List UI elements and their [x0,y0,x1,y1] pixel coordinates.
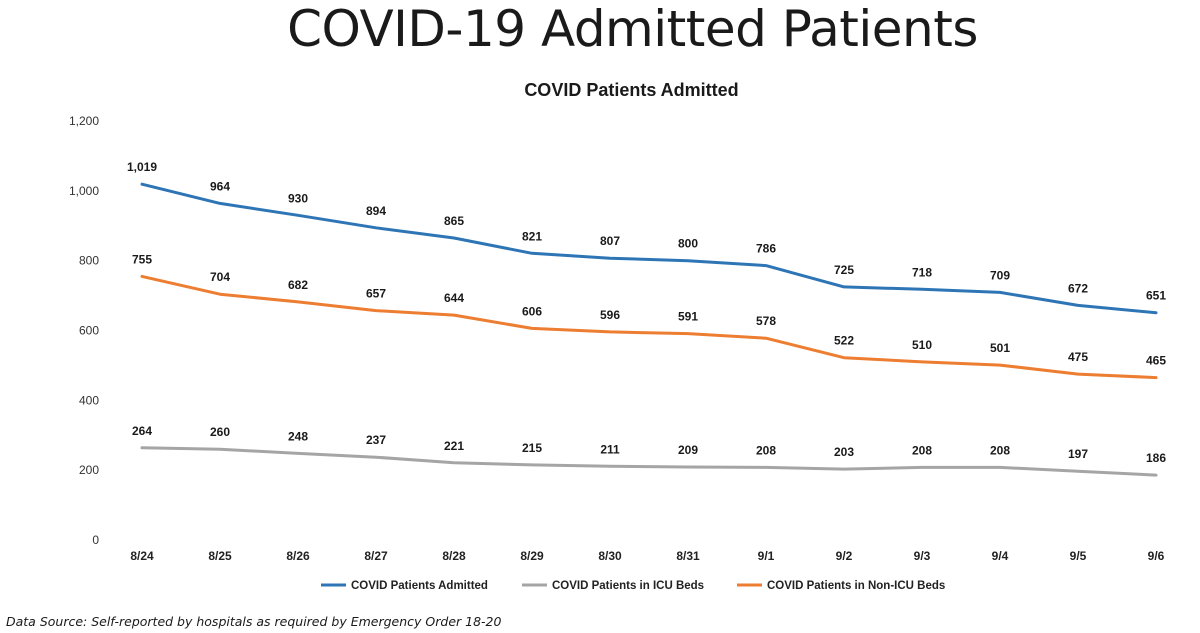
data-label: 644 [444,291,464,305]
x-tick-label: 9/1 [758,549,775,563]
x-tick-label: 8/26 [286,549,310,563]
data-label: 821 [522,229,542,243]
series-line-1 [140,182,1158,315]
line-chart: 0 200 400 600 800 1,000 1,200 8/24 8/25 8/26 8/27 8… [69,114,1166,592]
x-tick-label: 8/29 [520,549,544,563]
data-label: 1,019 [127,160,157,174]
y-tick-label: 800 [79,254,99,268]
data-label: 475 [1068,350,1088,364]
y-tick-label: 400 [79,393,99,407]
data-label: 755 [132,252,152,266]
y-tick-label: 1,200 [69,114,99,128]
data-label: 211 [600,442,620,456]
data-label: 786 [756,242,776,256]
data-label: 596 [600,308,620,322]
x-tick-label: 9/5 [1070,549,1087,563]
x-tick-label: 9/6 [1148,549,1165,563]
y-tick-label: 0 [92,533,99,547]
data-label: 215 [522,441,542,455]
data-label: 807 [600,234,620,248]
legend-label: COVID Patients Admitted [351,580,488,592]
data-label: 248 [288,429,308,443]
data-label: 865 [444,214,464,228]
x-tick-label: 8/25 [208,549,232,563]
data-label: 718 [912,265,932,279]
x-tick-label: 8/24 [130,549,154,563]
x-tick-label: 9/2 [836,549,853,563]
series-line-2 [140,446,1158,477]
slide-title: COVID-19 Admitted Patients [287,0,978,58]
data-label: 203 [834,445,854,459]
data-label: 591 [678,310,698,324]
data-label: 260 [210,425,230,439]
data-label: 709 [990,268,1010,282]
data-label: 800 [678,237,698,251]
data-label: 465 [1146,354,1166,368]
data-label: 208 [912,443,932,457]
series-line-3 [140,274,1158,380]
data-label: 578 [756,314,776,328]
data-label: 237 [366,433,386,447]
data-label: 606 [522,304,542,318]
legend-label: COVID Patients in Non-ICU Beds [767,580,945,592]
data-label: 522 [834,334,854,348]
x-tick-label: 8/28 [442,549,466,563]
data-label: 208 [990,443,1010,457]
data-label: 657 [366,287,386,301]
data-label: 501 [990,341,1010,355]
data-label: 964 [210,179,230,193]
x-tick-label: 8/30 [598,549,622,563]
data-label: 651 [1146,289,1166,303]
data-label: 725 [834,263,854,277]
x-tick-label: 9/3 [914,549,931,563]
y-tick-label: 1,000 [69,184,99,198]
y-tick-label: 200 [79,463,99,477]
data-label: 186 [1146,451,1166,465]
data-label: 894 [366,204,386,218]
data-label: 672 [1068,281,1088,295]
data-label: 197 [1068,447,1088,461]
data-label: 221 [444,439,464,453]
data-source-note: Data Source: Self-reported by hospitals … [6,614,502,629]
data-label: 510 [912,338,932,352]
data-label: 682 [288,278,308,292]
data-label: 704 [210,270,230,284]
data-label: 208 [756,443,776,457]
data-label: 209 [678,443,698,457]
x-tick-label: 8/31 [676,549,700,563]
y-tick-label: 600 [79,324,99,338]
legend-label: COVID Patients in ICU Beds [552,580,704,592]
chart-title: COVID Patients Admitted [524,80,739,100]
x-tick-label: 8/27 [364,549,388,563]
x-tick-label: 9/4 [992,549,1009,563]
data-label: 264 [132,424,152,438]
data-label: 930 [288,191,308,205]
